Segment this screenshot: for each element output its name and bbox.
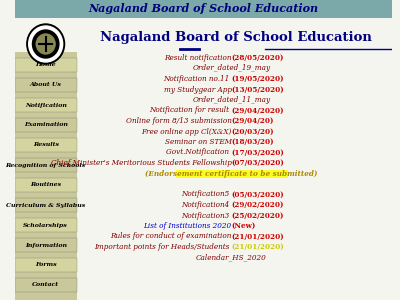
Text: (07/03/2020): (07/03/2020) [232,159,284,167]
Text: Seminar on STEM: Seminar on STEM [164,138,232,146]
Text: (25/02/2020): (25/02/2020) [232,212,284,220]
Text: Information: Information [25,242,67,247]
FancyBboxPatch shape [14,118,77,132]
Text: Nagaland Board of School Education: Nagaland Board of School Education [100,31,372,44]
Text: List of Institutions 2020: List of Institutions 2020 [144,222,232,230]
Text: Notification5: Notification5 [181,190,232,199]
Text: Recognition of Schools: Recognition of Schools [6,163,86,167]
Text: Routines: Routines [30,182,61,188]
Text: (19/05/2020): (19/05/2020) [232,75,284,83]
FancyBboxPatch shape [14,98,77,112]
Text: Notification: Notification [25,103,67,107]
FancyBboxPatch shape [14,258,77,272]
Text: Order_dated_19_may: Order_dated_19_may [192,64,271,73]
Text: (New): (New) [232,222,256,230]
Circle shape [27,24,64,64]
Text: (17/03/2020): (17/03/2020) [232,148,284,157]
FancyBboxPatch shape [14,178,77,192]
Text: Order_dated_11_may: Order_dated_11_may [192,96,271,104]
FancyBboxPatch shape [14,52,77,300]
Text: (29/04/2020): (29/04/2020) [232,106,284,115]
FancyBboxPatch shape [14,138,77,152]
Text: (20/03/20): (20/03/20) [232,128,274,136]
Text: Home: Home [35,62,56,68]
Text: Notification no.11: Notification no.11 [163,75,232,83]
Text: (18/03/20): (18/03/20) [232,138,274,146]
Text: (13/05/2020): (13/05/2020) [232,85,284,94]
Text: (29/04/20): (29/04/20) [232,117,274,125]
Text: Online form 8/13 submission: Online form 8/13 submission [126,117,232,125]
Text: (Endorsement certificate to be submitted): (Endorsement certificate to be submitted… [145,169,318,178]
Text: About Us: About Us [30,82,62,88]
Text: (29/02/2020): (29/02/2020) [232,201,284,209]
FancyBboxPatch shape [14,198,77,212]
FancyBboxPatch shape [14,238,77,252]
FancyBboxPatch shape [14,58,77,72]
Text: Free online app Cl(X&X): Free online app Cl(X&X) [141,128,232,136]
Text: Rules for conduct of examination: Rules for conduct of examination [110,232,232,241]
Text: (21/01/2020): (21/01/2020) [232,243,284,251]
Text: Notification3: Notification3 [181,212,232,220]
FancyBboxPatch shape [176,169,288,178]
Text: Govt.Notification: Govt.Notification [166,148,232,157]
Text: Chief Minister's Meritorious Students Fellowship: Chief Minister's Meritorious Students Fe… [51,159,232,167]
Text: Important points for Heads/Students: Important points for Heads/Students [94,243,232,251]
Circle shape [29,26,63,62]
Text: Results: Results [33,142,59,148]
FancyBboxPatch shape [14,78,77,92]
FancyBboxPatch shape [14,18,392,300]
Text: Nagaland Board of School Education: Nagaland Board of School Education [88,4,318,14]
Text: Contact: Contact [32,283,59,287]
Text: my Studygear App: my Studygear App [164,85,232,94]
Text: Forms: Forms [35,262,56,268]
Text: (28/05/2020): (28/05/2020) [232,54,284,62]
Text: Calendar_HS_2020: Calendar_HS_2020 [196,254,267,262]
FancyBboxPatch shape [14,278,77,292]
FancyBboxPatch shape [14,158,77,172]
Text: Result notification: Result notification [164,54,232,62]
FancyBboxPatch shape [14,218,77,232]
Text: Curriculum & Syllabus: Curriculum & Syllabus [6,202,85,208]
Circle shape [36,34,55,54]
Text: (21/01/2020): (21/01/2020) [232,232,284,241]
Text: Scholarships: Scholarships [23,223,68,227]
Text: Examination: Examination [24,122,68,128]
FancyBboxPatch shape [14,0,392,18]
Text: Notification for result: Notification for result [149,106,232,115]
Circle shape [32,30,59,58]
Text: Notification4: Notification4 [181,201,232,209]
Text: (05/03/2020): (05/03/2020) [232,190,284,199]
